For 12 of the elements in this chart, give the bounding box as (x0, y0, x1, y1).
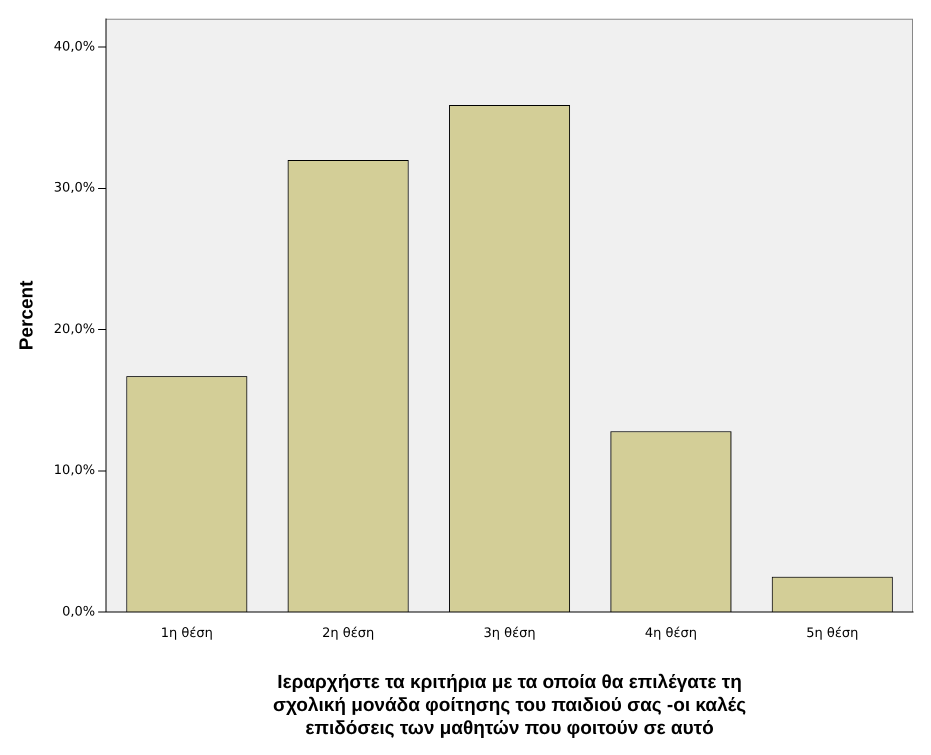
y-tick-label: 40,0% (54, 39, 96, 54)
y-axis-title: Percent (16, 280, 38, 350)
y-tick-label: 20,0% (54, 322, 96, 337)
x-tick-label: 1η θέση (160, 626, 213, 642)
x-axis-title: Ιεραρχήστε τα κριτήρια με τα οποία θα επιλέγατε τη σχολική μονάδα φοίτησης του παιδιού σας -οι καλές επιδόσεις των μαθητών που φοιτούν σε αυτό (273, 672, 746, 739)
y-tick-label: 10,0% (54, 463, 96, 478)
x-tick-label: 5η θέση (806, 626, 858, 642)
y-tick-label: 30,0% (54, 180, 96, 196)
y-tick-label: 0,0% (62, 604, 96, 620)
x-tick-label: 2η θέση (322, 626, 374, 642)
x-tick-label: 3η θέση (483, 626, 536, 642)
x-tick-label: 4η θέση (644, 626, 697, 642)
